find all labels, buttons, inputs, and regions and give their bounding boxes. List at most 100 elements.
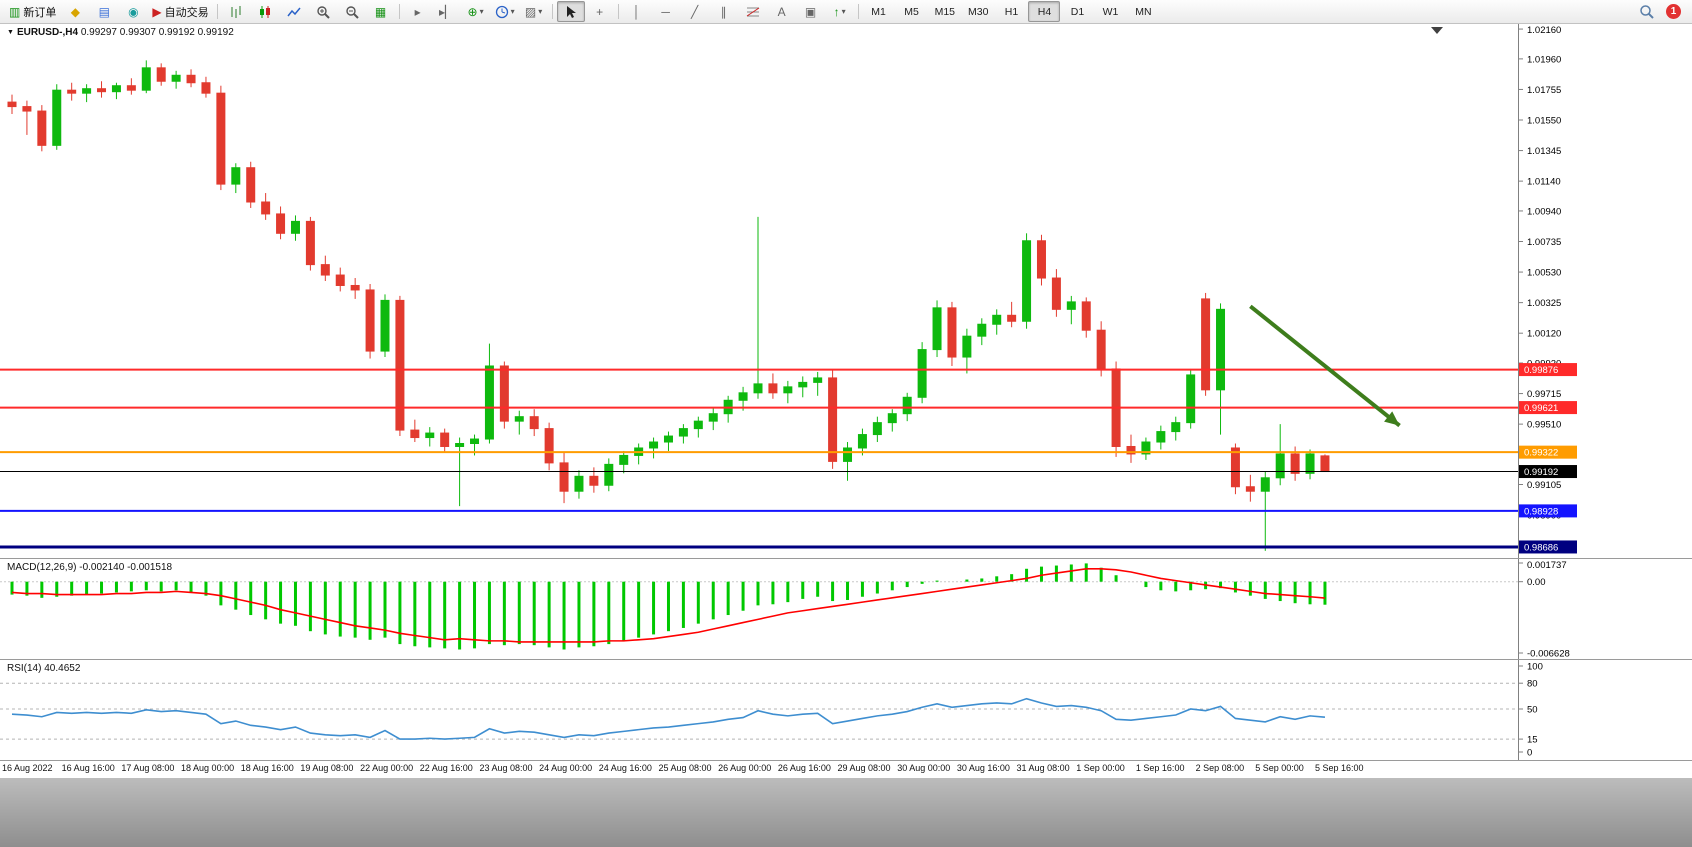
vertical-line-button[interactable]: │: [623, 1, 651, 22]
crosshair-button[interactable]: +: [586, 1, 614, 22]
svg-text:80: 80: [1527, 679, 1538, 690]
clock-icon: [495, 5, 508, 18]
tile-windows-button[interactable]: ▦: [367, 1, 395, 22]
trendline-icon: ╱: [690, 4, 699, 19]
timeframe-m5-button[interactable]: M5: [904, 5, 919, 18]
zoom-in-icon: [316, 5, 330, 19]
date-label: 1 Sep 00:00: [1076, 763, 1125, 773]
new-order-button[interactable]: ▥ 新订单: [5, 1, 60, 22]
toolbar-right-tools: 1: [1632, 1, 1687, 22]
auto-scroll-button[interactable]: ▸: [404, 1, 432, 22]
candlestick-icon: [259, 5, 270, 18]
chart-bars-button[interactable]: [222, 1, 250, 22]
cursor-button[interactable]: [556, 1, 585, 22]
svg-text:1.02160: 1.02160: [1527, 25, 1561, 36]
notification-badge[interactable]: 1: [1666, 4, 1681, 19]
svg-text:0.99105: 0.99105: [1527, 480, 1561, 491]
zoom-in-button[interactable]: [309, 1, 337, 22]
timeframe-buttons: M1 M5 M15 M30 H1 H4 D1 W1 MN: [863, 1, 1160, 22]
timeframe-h4-button[interactable]: H4: [1028, 1, 1061, 22]
arrows-button[interactable]: ↑ ▾: [826, 1, 854, 22]
chart-title: ▼ EURUSD-,H4 0.99297 0.99307 0.99192 0.99…: [7, 27, 234, 38]
search-icon: [1639, 5, 1654, 19]
search-button[interactable]: [1632, 1, 1660, 22]
zoom-out-icon: [345, 5, 359, 19]
toolbar-separator: [857, 4, 859, 19]
svg-text:1.00325: 1.00325: [1527, 298, 1561, 309]
toolbar-separator: [617, 4, 619, 19]
chevron-down-icon: ▾: [538, 7, 543, 16]
svg-text:15: 15: [1527, 735, 1538, 746]
timeframe-m15-button[interactable]: M15: [934, 5, 956, 18]
data-window-button[interactable]: ▤: [90, 1, 118, 22]
auto-trading-label: 自动交易: [164, 6, 209, 19]
chart-line-button[interactable]: [280, 1, 308, 22]
macd-value-main: -0.002140: [79, 562, 125, 573]
horizontal-line-icon: ─: [661, 4, 670, 19]
auto-trading-icon: ▶: [152, 4, 162, 19]
main-chart-canvas[interactable]: 1.02160 1.01960 1.01755 1.01550 1.01345 1.011…: [0, 24, 1692, 558]
rsi-value: 40.4652: [44, 663, 81, 674]
templates-button[interactable]: ▨ ▾: [520, 1, 548, 22]
date-label: 17 Aug 08:00: [121, 763, 175, 773]
rsi-panel: RSI(14) 40.4652 100 80 50 15 0: [0, 659, 1692, 760]
svg-text:0.001737: 0.001737: [1527, 560, 1567, 571]
line-chart-icon: [286, 7, 301, 16]
date-label: 24 Aug 16:00: [598, 763, 652, 773]
window-bottom-area: [0, 778, 1692, 847]
svg-text:0.99715: 0.99715: [1527, 389, 1561, 400]
auto-trading-button[interactable]: ▶ 自动交易: [148, 1, 212, 22]
market-watch-button[interactable]: ◆: [61, 1, 89, 22]
svg-text:1.00735: 1.00735: [1527, 237, 1561, 248]
date-label: 30 Aug 16:00: [956, 763, 1010, 773]
crosshair-icon: +: [596, 4, 604, 19]
date-axis[interactable]: 16 Aug 2022 16 Aug 16:00 17 Aug 08:00 18 Au…: [0, 760, 1692, 778]
rsi-canvas[interactable]: 100 80 50 15 0: [0, 660, 1692, 760]
svg-text:0.99621: 0.99621: [1524, 403, 1558, 414]
timeframe-w1-button[interactable]: W1: [1102, 5, 1119, 18]
macd-canvas[interactable]: 0.001737 0.00 -0.006628: [0, 559, 1692, 659]
timeframe-m1-button[interactable]: M1: [871, 5, 886, 18]
channel-button[interactable]: ∥: [710, 1, 738, 22]
date-label: 26 Aug 00:00: [718, 763, 772, 773]
svg-text:1.00940: 1.00940: [1527, 206, 1561, 217]
toolbar-separator: [398, 4, 400, 19]
svg-text:1.01140: 1.01140: [1527, 177, 1561, 188]
timeframe-h1-button[interactable]: H1: [1004, 5, 1019, 18]
tile-windows-icon: ▦: [374, 4, 387, 19]
macd-panel: MACD(12,26,9) -0.002140 -0.001518 0.0017…: [0, 558, 1692, 659]
macd-name: MACD(12,26,9): [7, 562, 77, 573]
fibonacci-button[interactable]: [739, 1, 767, 22]
equidistant-channel-icon: ∥: [720, 4, 727, 19]
date-label: 22 Aug 16:00: [419, 763, 473, 773]
text-button[interactable]: A: [768, 1, 796, 22]
chart-dropdown-marker[interactable]: ▼: [7, 29, 14, 36]
trendline-button[interactable]: ╱: [681, 1, 709, 22]
horizontal-line-button[interactable]: ─: [652, 1, 680, 22]
macd-value-signal: -0.001518: [127, 562, 173, 573]
indicators-button[interactable]: ⊕ ▾: [462, 1, 490, 22]
chart-shift-button[interactable]: ▸▏: [433, 1, 461, 22]
timeframe-d1-button[interactable]: D1: [1070, 5, 1085, 18]
timeframe-mn-button[interactable]: MN: [1135, 5, 1152, 18]
timeframe-m30-button[interactable]: M30: [968, 5, 989, 18]
rsi-label: RSI(14) 40.4652: [7, 663, 80, 674]
chart-shift-icon: ▸▏: [438, 4, 455, 19]
svg-text:0.00: 0.00: [1527, 577, 1546, 588]
new-order-label: 新订单: [23, 6, 57, 19]
date-label: 29 Aug 08:00: [837, 763, 891, 773]
label-button[interactable]: ▣: [797, 1, 825, 22]
navigator-button[interactable]: ◉: [119, 1, 147, 22]
svg-text:0.99322: 0.99322: [1524, 448, 1558, 459]
fibonacci-icon: [746, 7, 759, 16]
date-label: 1 Sep 16:00: [1135, 763, 1185, 773]
zoom-out-button[interactable]: [338, 1, 366, 22]
svg-text:50: 50: [1527, 705, 1538, 716]
date-label: 22 Aug 00:00: [360, 763, 414, 773]
svg-text:1.01960: 1.01960: [1527, 54, 1561, 65]
svg-text:1.01550: 1.01550: [1527, 116, 1561, 127]
chevron-down-icon: ▾: [510, 7, 515, 16]
date-label: 23 Aug 08:00: [479, 763, 533, 773]
periods-button[interactable]: ▾: [491, 1, 519, 22]
chart-candles-button[interactable]: [251, 1, 279, 22]
